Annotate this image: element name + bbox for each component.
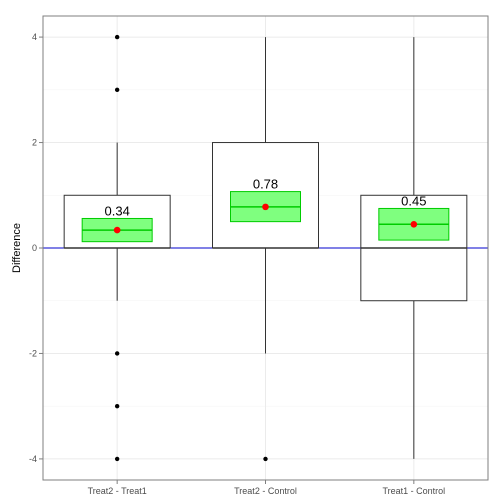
y-tick-label: 2 [32, 138, 37, 148]
outlier-point [114, 87, 120, 93]
outlier-point [263, 456, 268, 462]
y-tick-label: -2 [29, 348, 37, 358]
mean-value-label: 0.45 [401, 193, 426, 208]
x-tick-label: Treat2 - Treat1 [88, 486, 147, 496]
outlier-point [114, 403, 120, 409]
mean-point [410, 220, 418, 228]
mean-value-label: 0.34 [105, 203, 130, 218]
x-tick-label: Treat1 - Control [382, 486, 445, 496]
y-tick-label: 0 [32, 243, 37, 253]
mean-labels-layer: 0.34 0.78 0.45 [105, 177, 427, 219]
y-tick-label: 4 [32, 32, 37, 42]
outlier-point [114, 351, 120, 356]
mean-value-label: 0.78 [253, 177, 278, 192]
y-axis-title: Difference [11, 223, 23, 273]
mean-point [113, 226, 121, 234]
x-tick-label: Treat2 - Control [234, 486, 297, 496]
y-axis: -4 -2 0 2 4 [29, 32, 43, 464]
y-tick-label: -4 [29, 454, 37, 464]
mean-point [262, 203, 269, 211]
outlier-point [114, 456, 120, 462]
mean-ci-layer [81, 191, 450, 243]
x-axis: Treat2 - Treat1 Treat2 - Control Treat1 - … [88, 480, 445, 496]
outlier-point [114, 34, 120, 40]
